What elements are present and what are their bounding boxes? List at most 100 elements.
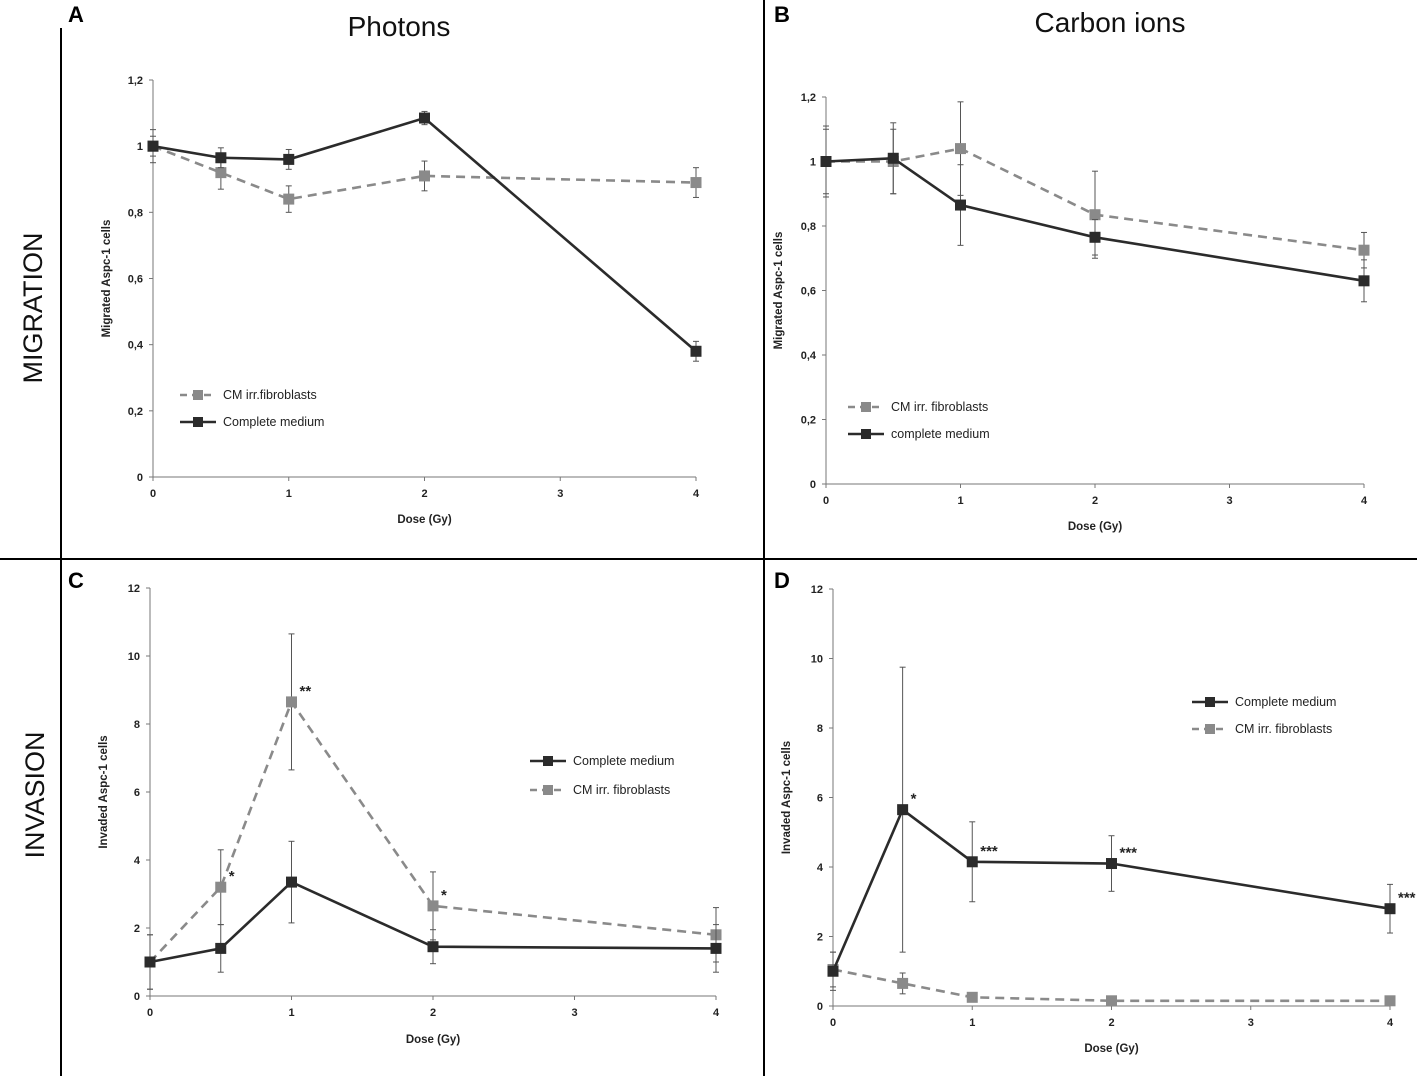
x-axis-label: Dose (Gy) [1084, 1043, 1138, 1055]
data-point-marker [966, 991, 978, 1003]
x-axis-label: Dose (Gy) [1068, 521, 1122, 533]
y-axis-label: Migrated Aspc-1 cells [773, 232, 785, 350]
x-tick-label: 3 [571, 1007, 577, 1019]
data-point-marker [897, 977, 909, 989]
data-point-marker [215, 942, 227, 954]
y-tick-label: 12 [128, 583, 140, 595]
y-tick-label: 4 [134, 855, 141, 867]
y-tick-label: 0,2 [801, 415, 816, 427]
data-point-marker [1106, 858, 1117, 870]
x-tick-label: 0 [823, 495, 829, 507]
legend-label: CM irr. fibroblasts [1235, 722, 1332, 736]
data-point-marker [215, 881, 227, 893]
x-tick-label: 2 [1108, 1017, 1114, 1029]
y-tick-label: 2 [134, 923, 140, 935]
y-tick-label: 10 [128, 651, 140, 663]
y-tick-label: 10 [811, 654, 823, 666]
y-tick-label: 0 [134, 991, 140, 1003]
data-point-marker [1089, 209, 1101, 221]
x-tick-label: 4 [713, 1007, 720, 1019]
panel-label-a: A [68, 2, 84, 27]
legend-marker [543, 785, 553, 795]
series-complete-medium [827, 666, 1396, 991]
y-tick-label: 6 [134, 787, 140, 799]
y-tick-label: 1,2 [128, 75, 143, 87]
y-tick-label: 1 [810, 157, 816, 169]
legend-marker [1205, 697, 1215, 707]
y-tick-label: 8 [817, 723, 823, 735]
legend-label: CM irr.fibroblasts [223, 388, 317, 402]
data-point-marker [1384, 995, 1396, 1007]
y-tick-label: 0 [810, 479, 816, 491]
data-point-marker [827, 965, 839, 977]
x-axis-label: Dose (Gy) [397, 514, 451, 526]
data-point-marker [897, 804, 909, 816]
row-title-invasion: INVASION [20, 731, 50, 858]
y-tick-label: 4 [817, 862, 824, 874]
y-tick-label: 0,4 [128, 340, 144, 352]
y-axis-label: Invaded Aspc-1 cells [781, 741, 793, 854]
y-axis-label: Invaded Aspc-1 cells [98, 735, 110, 848]
y-tick-label: 8 [134, 719, 140, 731]
y-tick-label: 0 [137, 472, 143, 484]
x-tick-label: 4 [693, 488, 700, 500]
data-point-marker [1358, 244, 1370, 256]
significance-annotation: * [911, 791, 917, 808]
data-point-marker [820, 156, 832, 167]
data-point-marker [966, 856, 978, 868]
x-tick-label: 0 [147, 1007, 153, 1019]
data-point-marker [955, 143, 966, 155]
data-point-marker [955, 199, 966, 211]
data-point-marker [690, 177, 702, 189]
y-axis-label: Migrated Aspc-1 cells [101, 220, 113, 338]
legend-label: complete medium [891, 427, 990, 441]
legend-marker [861, 402, 871, 412]
x-tick-label: 0 [830, 1017, 836, 1029]
x-tick-label: 4 [1361, 495, 1368, 507]
y-tick-label: 0,8 [128, 207, 143, 219]
data-point-marker [1358, 275, 1370, 287]
series-line [152, 116, 697, 353]
series-cm-irr-fibroblasts [147, 129, 702, 213]
y-tick-label: 0,2 [128, 406, 143, 418]
panel-label-b: B [774, 2, 790, 27]
data-point-marker [147, 140, 159, 152]
y-tick-label: 0,8 [801, 221, 816, 233]
legend: CM irr.fibroblasts Complete medium [180, 388, 324, 429]
column-title-carbon-ions: Carbon ions [1035, 7, 1186, 38]
data-point-marker [144, 956, 156, 968]
data-point-marker [283, 153, 295, 165]
x-tick-label: 1 [957, 495, 963, 507]
x-tick-label: 1 [288, 1007, 294, 1019]
column-title-photons: Photons [348, 11, 451, 42]
x-tick-label: 1 [969, 1017, 975, 1029]
significance-annotation: * [441, 887, 447, 904]
x-tick-label: 2 [1092, 495, 1098, 507]
x-tick-label: 2 [430, 1007, 436, 1019]
legend-label: CM irr. fibroblasts [573, 783, 670, 797]
chart-panel-b: 0 0,2 0,4 0,6 0,8 1 1,2 0 1 2 3 4 Dose (Gy) Migrated … [773, 92, 1370, 533]
series-complete-medium [144, 840, 722, 990]
legend-label: CM irr. fibroblasts [891, 400, 988, 414]
chart-panel-a: 0 0,2 0,4 0,6 0,8 1 1,2 0 1 2 3 4 Dose (Gy) Migrated … [101, 75, 702, 526]
legend-label: Complete medium [573, 754, 674, 768]
data-point-marker [215, 152, 227, 164]
y-tick-label: 0 [817, 1001, 823, 1013]
data-point-marker [215, 167, 227, 179]
significance-annotation: *** [1398, 890, 1416, 907]
data-point-marker [1106, 995, 1117, 1007]
legend: CM irr. fibroblasts complete medium [848, 400, 990, 441]
row-title-migration: MIGRATION [18, 233, 48, 384]
x-tick-label: 3 [557, 488, 563, 500]
data-point-marker [690, 345, 702, 357]
x-tick-label: 3 [1248, 1017, 1254, 1029]
legend-label: Complete medium [223, 415, 324, 429]
data-point-marker [1089, 231, 1101, 243]
significance-annotation: *** [1120, 845, 1138, 862]
x-tick-label: 4 [1387, 1017, 1394, 1029]
series-cm-irr-fibroblasts [827, 951, 1396, 1007]
legend-marker [193, 417, 203, 427]
x-tick-label: 3 [1226, 495, 1232, 507]
